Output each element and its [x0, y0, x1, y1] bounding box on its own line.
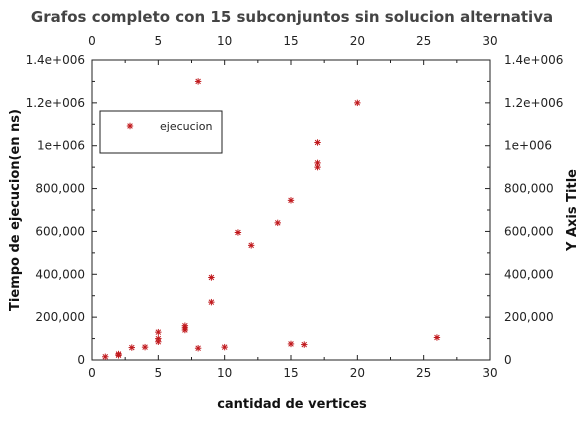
data-point — [287, 340, 295, 348]
data-point — [155, 335, 162, 342]
data-point — [208, 298, 215, 306]
marker-stroke — [155, 335, 162, 342]
y-tick-label-right: 1.4e+006 — [504, 53, 563, 67]
x-tick-label-bottom: 30 — [482, 366, 497, 380]
data-point — [433, 334, 441, 341]
data-point — [181, 322, 189, 329]
y-tick-label-left: 0 — [77, 353, 85, 367]
data-point — [128, 344, 135, 351]
y-axis-label: Tiempo de ejecucion(en ns) — [8, 109, 23, 311]
marker-stroke — [195, 78, 201, 85]
marker-stroke — [301, 341, 308, 348]
marker-stroke — [288, 341, 294, 347]
legend-marker — [126, 122, 134, 130]
y-tick-label-left: 600,000 — [35, 224, 85, 238]
data-point — [221, 343, 228, 351]
marker-stroke — [129, 344, 135, 351]
axis-ticks — [91, 59, 491, 361]
marker-stroke — [434, 334, 440, 341]
data-point — [141, 343, 149, 351]
marker-stroke — [274, 220, 281, 226]
y-tick-label-left: 1.2e+006 — [26, 96, 85, 110]
data-point — [155, 328, 162, 336]
y-tick-label-right: 1.2e+006 — [504, 96, 563, 110]
data-point — [102, 353, 109, 360]
marker-stroke — [288, 197, 294, 204]
y-tick-label-right: 800,000 — [504, 182, 554, 196]
data-point — [314, 139, 321, 146]
y-tick-label-left: 200,000 — [35, 310, 85, 324]
marker-stroke — [235, 229, 241, 236]
marker-stroke — [314, 164, 321, 170]
data-point — [208, 274, 215, 281]
marker-stroke — [115, 351, 122, 357]
x-tick-label-bottom: 5 — [155, 366, 163, 380]
x-tick-label-top: 10 — [217, 34, 232, 48]
marker-stroke — [127, 123, 133, 129]
y-tick-label-left: 1.4e+006 — [26, 53, 85, 67]
legend-box — [99, 110, 223, 154]
y-tick-label-right: 400,000 — [504, 267, 554, 281]
marker-stroke — [195, 345, 201, 351]
legend: ejecucion — [99, 110, 223, 154]
x-tick-label-top: 25 — [416, 34, 431, 48]
x-tick-label-bottom: 15 — [283, 366, 298, 380]
y-tick-label-right: 600,000 — [504, 224, 554, 238]
x-tick-label-top: 0 — [88, 34, 96, 48]
y-tick-label-right: 0 — [504, 353, 512, 367]
x-tick-label-top: 15 — [283, 34, 298, 48]
chart-title: Grafos completo con 15 subconjuntos sin … — [31, 8, 553, 26]
data-point — [314, 159, 321, 167]
x-tick-label-top: 20 — [350, 34, 365, 48]
legend-label: ejecucion — [160, 120, 212, 133]
marker-stroke — [155, 329, 162, 335]
marker-stroke — [314, 139, 321, 146]
y-tick-label-right: 200,000 — [504, 310, 554, 324]
x-tick-label-bottom: 20 — [350, 366, 365, 380]
marker-stroke — [208, 299, 215, 305]
marker-stroke — [208, 274, 215, 281]
data-point — [234, 229, 242, 236]
data-markers — [102, 78, 441, 360]
x-tick-label-top: 5 — [155, 34, 163, 48]
x-tick-label-bottom: 0 — [88, 366, 96, 380]
y-tick-label-left: 800,000 — [35, 182, 85, 196]
x-tick-label-bottom: 25 — [416, 366, 431, 380]
x-axis-label: cantidad de vertices — [217, 397, 367, 412]
data-point — [115, 350, 122, 358]
marker-stroke — [142, 344, 148, 350]
data-point — [301, 341, 308, 348]
data-point — [248, 242, 255, 249]
marker-stroke — [102, 354, 109, 360]
data-point — [194, 345, 202, 352]
y2-axis-label: Y Axis Title — [565, 169, 580, 252]
y-tick-label-left: 400,000 — [35, 267, 85, 281]
marker-stroke — [221, 344, 228, 350]
legend-marker-symbol — [126, 122, 134, 130]
marker-stroke — [354, 100, 361, 106]
marker-stroke — [314, 160, 321, 166]
y-tick-label-left: 1e+006 — [37, 139, 85, 153]
data-point — [274, 219, 281, 227]
data-point — [287, 197, 295, 204]
x-tick-label-top: 30 — [482, 34, 497, 48]
y-tick-label-right: 1e+006 — [504, 139, 552, 153]
marker-stroke — [248, 242, 254, 249]
data-point — [194, 78, 202, 85]
data-point — [354, 99, 361, 107]
x-tick-label-bottom: 10 — [217, 366, 232, 380]
marker-stroke — [182, 322, 188, 329]
plot-frame — [91, 59, 491, 361]
